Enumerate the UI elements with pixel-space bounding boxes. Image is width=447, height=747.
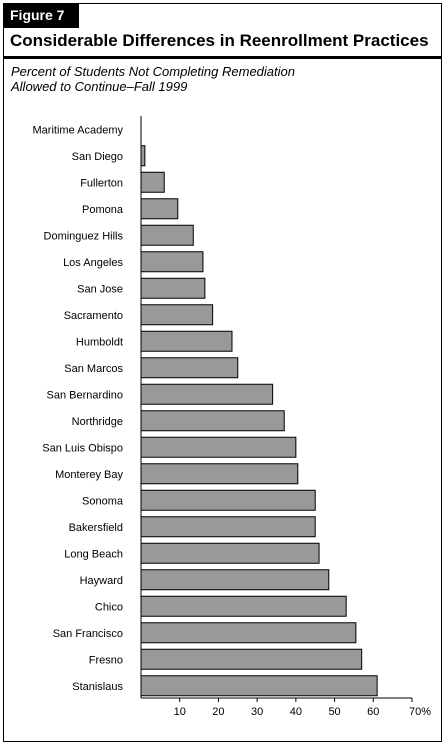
chart-title: Considerable Differences in Reenrollment…	[10, 31, 429, 50]
bar	[140, 277, 206, 299]
bar	[140, 198, 179, 220]
bar	[140, 622, 357, 644]
x-tick-label: 50	[328, 706, 340, 718]
chart-subtitle: Percent of Students Not Completing Remed…	[11, 64, 295, 94]
bar	[140, 304, 214, 326]
bar	[140, 463, 299, 485]
figure-label: Figure 7	[3, 3, 79, 28]
category-label: San Marcos	[64, 363, 123, 375]
category-label: San Luis Obispo	[42, 442, 123, 454]
figure-frame	[3, 3, 442, 742]
bar	[140, 330, 233, 352]
x-tick-label: 40	[290, 706, 302, 718]
bar	[140, 675, 378, 697]
category-label: Chico	[95, 601, 123, 613]
x-tick-label: 10	[174, 706, 186, 718]
x-tick-label: 60	[367, 706, 379, 718]
bar	[140, 357, 239, 379]
category-label: San Diego	[72, 151, 123, 163]
bar-group	[140, 145, 378, 697]
category-label: Bakersfield	[69, 522, 123, 534]
category-label: Fullerton	[80, 177, 123, 189]
category-label: Northridge	[72, 416, 123, 428]
category-label: Fresno	[89, 654, 123, 666]
bar	[140, 171, 165, 193]
x-axis: 10 20 30 40 50 60 70%	[140, 116, 431, 718]
subtitle-line-1: Percent of Students Not Completing Remed…	[11, 64, 295, 79]
category-label: Maritime Academy	[33, 124, 124, 136]
category-label: Pomona	[82, 204, 124, 216]
category-label: Dominguez Hills	[44, 230, 124, 242]
bar	[140, 251, 204, 273]
bar	[140, 569, 330, 591]
bar	[140, 648, 363, 670]
category-label: Humboldt	[76, 336, 123, 348]
bar	[140, 595, 347, 617]
bar	[140, 145, 146, 167]
category-label: Sacramento	[64, 310, 123, 322]
bar	[140, 436, 297, 458]
category-label: Los Angeles	[63, 257, 123, 269]
category-label: San Francisco	[53, 628, 123, 640]
category-label: Long Beach	[64, 548, 123, 560]
bar	[140, 542, 320, 564]
x-tick-label: 20	[212, 706, 224, 718]
bar	[140, 410, 285, 432]
category-label: Hayward	[80, 575, 123, 587]
bar	[140, 489, 316, 511]
bar	[140, 516, 316, 538]
category-label: Monterey Bay	[55, 469, 123, 481]
subtitle-line-2: Allowed to Continue–Fall 1999	[11, 79, 188, 94]
bar	[140, 224, 194, 246]
category-label: San Bernardino	[47, 389, 123, 401]
category-label: San Jose	[77, 283, 123, 295]
x-tick-label: 30	[251, 706, 263, 718]
category-label: Stanislaus	[72, 681, 123, 693]
bar	[140, 383, 274, 405]
category-label: Sonoma	[82, 495, 124, 507]
category-labels: Maritime Academy San Diego Fullerton Pomona…	[33, 124, 124, 693]
x-tick-label: 70%	[409, 706, 431, 718]
title-divider	[3, 56, 442, 59]
